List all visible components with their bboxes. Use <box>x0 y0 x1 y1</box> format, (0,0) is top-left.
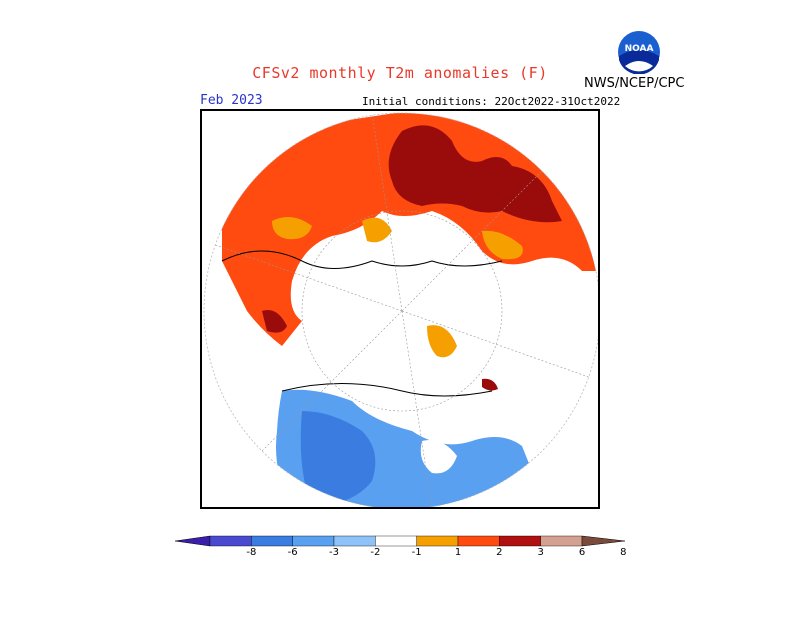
legend-arrow-high <box>581 535 626 547</box>
legend-tick-label: -3 <box>329 547 339 558</box>
agency-label: NWS/NCEP/CPC <box>584 76 685 91</box>
legend-swatch <box>416 535 459 547</box>
hudson-bay-clear <box>420 440 457 474</box>
legend-tick-label: 2 <box>496 547 503 558</box>
color-legend <box>170 530 630 570</box>
legend-swatch <box>251 535 293 547</box>
legend-swatch <box>209 535 252 547</box>
legend-tick-label: 1 <box>454 547 462 558</box>
siberia-very-warm-region <box>388 125 562 223</box>
alaska-very-warm-region <box>482 378 498 391</box>
coastline <box>221 250 503 397</box>
legend-tick-label: -6 <box>287 547 298 558</box>
graticule <box>204 113 598 507</box>
legend-swatch <box>457 535 500 547</box>
legend-swatch <box>540 535 583 547</box>
legend-swatch <box>333 535 376 547</box>
north-america-cool-region <box>300 411 376 506</box>
initial-conditions: Initial conditions: 22Oct2022-31Oct2022 <box>362 95 621 108</box>
alaska-warm-region <box>427 325 457 358</box>
legend-swatch <box>292 535 335 547</box>
legend-tick-label: -1 <box>411 547 422 558</box>
legend-swatch <box>375 535 417 547</box>
legend-tick-label: 6 <box>578 547 586 558</box>
east-asia-warm-region <box>482 230 523 260</box>
legend-tick-label: -2 <box>370 547 381 558</box>
noaa-logo-icon: NOAA <box>617 30 661 75</box>
logo-text: NOAA <box>625 44 654 54</box>
map-title: CFSv2 monthly T2m anomalies (F) <box>252 64 548 82</box>
legend-tick-label: -8 <box>246 547 257 558</box>
scandinavia-very-warm-region <box>262 310 287 333</box>
forecast-period: Feb 2023 <box>200 93 263 108</box>
urals-warm-region <box>362 217 392 243</box>
europe-warm-region <box>272 217 312 240</box>
polar-map <box>200 109 600 509</box>
legend-tick-label: 8 <box>620 547 627 558</box>
legend-tick-label: 3 <box>537 547 544 558</box>
legend-arrow-low <box>174 535 211 547</box>
legend-swatch <box>499 535 541 547</box>
